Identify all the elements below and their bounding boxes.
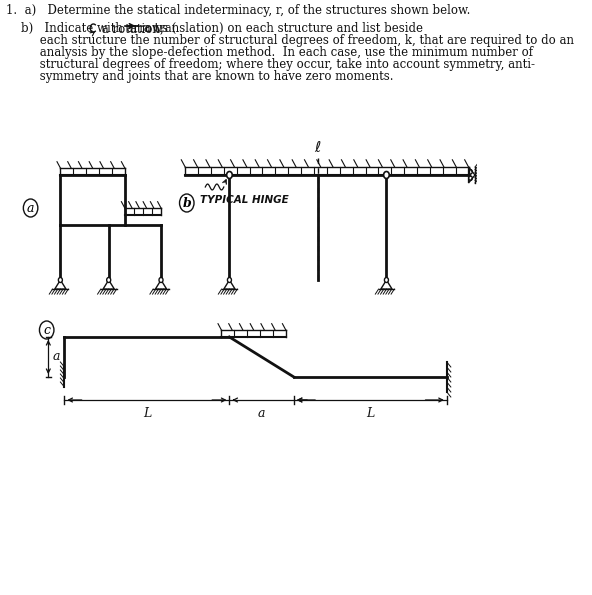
- Text: $\ell$: $\ell$: [314, 140, 322, 155]
- Circle shape: [227, 277, 231, 283]
- Circle shape: [59, 277, 62, 283]
- Circle shape: [469, 176, 472, 180]
- Text: 1.  a)   Determine the statical indeterminacy, r, of the structures shown below.: 1. a) Determine the statical indetermina…: [7, 4, 471, 17]
- Text: symmetry and joints that are known to have zero moments.: symmetry and joints that are known to ha…: [7, 70, 394, 83]
- Circle shape: [159, 277, 163, 283]
- Circle shape: [384, 171, 390, 178]
- Text: each structure the number of structural degrees of freedom, k, that are required: each structure the number of structural …: [7, 34, 574, 47]
- Text: a: a: [258, 407, 265, 420]
- Text: a: a: [52, 350, 60, 364]
- Text: L: L: [366, 407, 375, 420]
- Circle shape: [107, 277, 111, 283]
- Text: a: a: [27, 202, 34, 215]
- Text: L: L: [143, 407, 151, 420]
- Text: b)   Indicate with arrows (: b) Indicate with arrows (: [7, 22, 177, 35]
- Text: analysis by the slope-defection method.  In each case, use the minimum number of: analysis by the slope-defection method. …: [7, 46, 533, 59]
- Text: c: c: [43, 324, 50, 337]
- Text: a translation) on each structure and list beside: a translation) on each structure and lis…: [140, 22, 423, 35]
- Circle shape: [227, 171, 232, 178]
- Text: TYPICAL HINGE: TYPICAL HINGE: [200, 195, 288, 205]
- Text: a rotation;: a rotation;: [98, 22, 164, 35]
- Circle shape: [384, 277, 388, 283]
- Text: structural degrees of freedom; where they occur, take into account symmetry, ant: structural degrees of freedom; where the…: [7, 58, 535, 71]
- Circle shape: [469, 170, 472, 174]
- Text: b: b: [182, 196, 191, 209]
